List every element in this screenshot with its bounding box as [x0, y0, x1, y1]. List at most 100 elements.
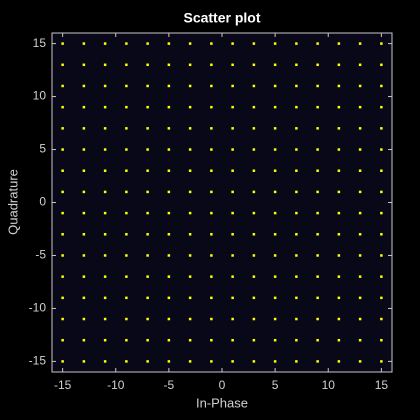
point: [210, 169, 213, 172]
point: [167, 190, 171, 194]
point: [337, 254, 341, 257]
y-tick-label: -10: [29, 301, 47, 315]
point: [146, 360, 149, 363]
point: [103, 63, 107, 67]
point: [231, 275, 234, 278]
point: [146, 296, 149, 300]
point: [125, 275, 128, 278]
y-tick-label: 0: [39, 195, 46, 209]
point: [61, 317, 64, 321]
point: [61, 254, 64, 257]
point: [380, 84, 383, 88]
point: [125, 63, 128, 67]
point: [188, 42, 192, 45]
point: [316, 275, 319, 278]
point: [103, 84, 107, 88]
point: [295, 254, 298, 257]
point: [358, 211, 362, 215]
point: [337, 148, 341, 151]
point: [125, 296, 128, 300]
point: [61, 233, 64, 236]
point: [167, 317, 171, 321]
point: [358, 63, 362, 67]
y-tick-label: -15: [29, 354, 47, 368]
point: [358, 42, 362, 45]
point: [231, 127, 234, 130]
point: [337, 296, 341, 300]
point: [231, 360, 234, 363]
point: [231, 254, 234, 257]
point: [146, 63, 149, 67]
point: [167, 211, 171, 215]
point: [125, 317, 128, 321]
point: [82, 211, 86, 215]
point: [188, 275, 192, 278]
point: [337, 127, 341, 130]
point: [316, 42, 319, 45]
point: [295, 148, 298, 151]
point: [231, 233, 234, 236]
point: [273, 317, 277, 321]
point: [252, 254, 256, 257]
point: [167, 105, 171, 109]
point: [316, 338, 319, 342]
point: [210, 338, 213, 342]
point: [252, 42, 256, 45]
point: [61, 105, 64, 109]
point: [82, 63, 86, 67]
point: [146, 338, 149, 342]
point: [316, 317, 319, 321]
point: [380, 127, 383, 130]
point: [295, 169, 298, 172]
point: [295, 360, 298, 363]
point: [210, 105, 213, 109]
point: [316, 211, 319, 215]
point: [337, 42, 341, 45]
point: [380, 317, 383, 321]
point: [167, 296, 171, 300]
point: [252, 84, 256, 88]
point: [295, 84, 298, 88]
point: [103, 275, 107, 278]
point: [337, 317, 341, 321]
y-tick-label: 15: [33, 36, 47, 50]
point: [273, 127, 277, 130]
point: [273, 84, 277, 88]
point: [103, 317, 107, 321]
point: [146, 275, 149, 278]
point: [273, 360, 277, 363]
point: [82, 105, 86, 109]
point: [316, 190, 319, 194]
point: [316, 169, 319, 172]
point: [103, 148, 107, 151]
chart-title: Scatter plot: [183, 10, 260, 26]
point: [358, 360, 362, 363]
point: [295, 63, 298, 67]
point: [358, 148, 362, 151]
point: [146, 211, 149, 215]
point: [295, 105, 298, 109]
point: [103, 127, 107, 130]
point: [252, 169, 256, 172]
point: [380, 338, 383, 342]
point: [125, 148, 128, 151]
point: [103, 105, 107, 109]
point: [252, 317, 256, 321]
point: [252, 338, 256, 342]
point: [316, 127, 319, 130]
point: [231, 105, 234, 109]
point: [82, 148, 86, 151]
point: [316, 105, 319, 109]
point: [82, 317, 86, 321]
point: [380, 211, 383, 215]
y-tick-label: 10: [33, 89, 47, 103]
x-axis-label: In-Phase: [196, 395, 248, 410]
point: [295, 190, 298, 194]
point: [316, 296, 319, 300]
point: [82, 190, 86, 194]
point: [337, 169, 341, 172]
point: [210, 63, 213, 67]
point: [61, 360, 64, 363]
point: [273, 63, 277, 67]
